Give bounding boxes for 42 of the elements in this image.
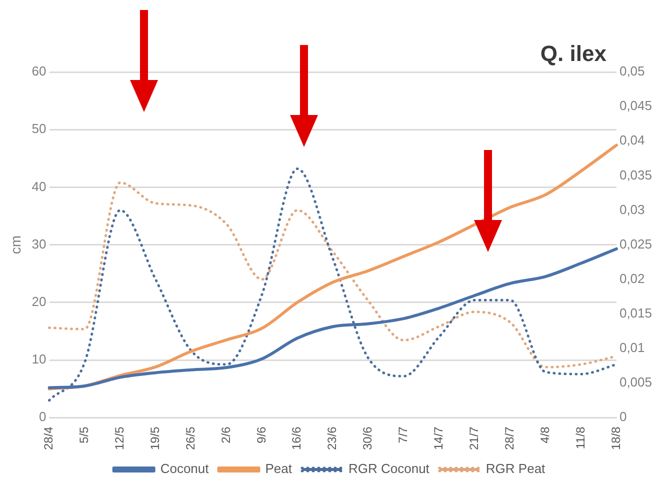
x-tick-label: 16/6 <box>290 426 304 450</box>
y-axis-title: cm <box>7 235 24 254</box>
y2-tick-label: 0 <box>619 409 627 424</box>
x-tick-label: 9/6 <box>254 426 268 444</box>
x-tick-label: 21/7 <box>466 426 481 450</box>
x-tick-label: 28/7 <box>502 426 516 450</box>
x-tick-label: 12/5 <box>112 426 126 450</box>
y2-tick-label: 0,04 <box>619 132 645 148</box>
x-tick-label: 2/6 <box>218 426 233 444</box>
y-tick-label: 0 <box>39 409 46 424</box>
x-tick-label: 11/8 <box>573 426 588 450</box>
y-tick-label: 20 <box>32 294 46 310</box>
y2-tick-label: 0,01 <box>619 340 645 356</box>
x-tick-label: 19/5 <box>148 426 162 450</box>
line-series <box>48 247 618 390</box>
chart-title: Q. ilex <box>540 41 608 66</box>
legend-label: RGR Peat <box>486 461 546 476</box>
legend-label: Peat <box>265 461 292 476</box>
x-tick-label: 14/7 <box>432 426 446 450</box>
y-tick-label: 40 <box>32 178 46 194</box>
y-tick-label: 60 <box>32 64 46 79</box>
y-tick-label: 50 <box>32 121 46 136</box>
y2-tick-label: 0,015 <box>619 306 652 321</box>
x-tick-label: 18/8 <box>608 426 623 450</box>
x-tick-label: 28/4 <box>42 426 56 450</box>
y-tick-label: 30 <box>32 236 46 252</box>
x-tick-label: 7/7 <box>396 426 410 444</box>
y2-tick-label: 0,005 <box>619 374 652 390</box>
x-tick-label: 26/5 <box>183 426 198 450</box>
y2-tick-label: 0,025 <box>619 236 652 252</box>
y2-tick-label: 0,045 <box>619 98 652 114</box>
y2-tick-label: 0,02 <box>619 270 645 286</box>
y2-tick-label: 0,05 <box>619 64 645 79</box>
x-tick-label: 30/6 <box>360 426 375 450</box>
legend-label: Coconut <box>160 461 210 476</box>
legend-label: RGR Coconut <box>348 461 430 476</box>
x-tick-label: 23/6 <box>325 426 340 450</box>
y-tick-label: 10 <box>32 352 46 367</box>
x-tick-label: 5/5 <box>77 426 92 444</box>
x-tick-label: 4/8 <box>538 426 552 444</box>
y2-tick-label: 0,03 <box>619 202 645 217</box>
y2-tick-label: 0,035 <box>619 167 652 182</box>
